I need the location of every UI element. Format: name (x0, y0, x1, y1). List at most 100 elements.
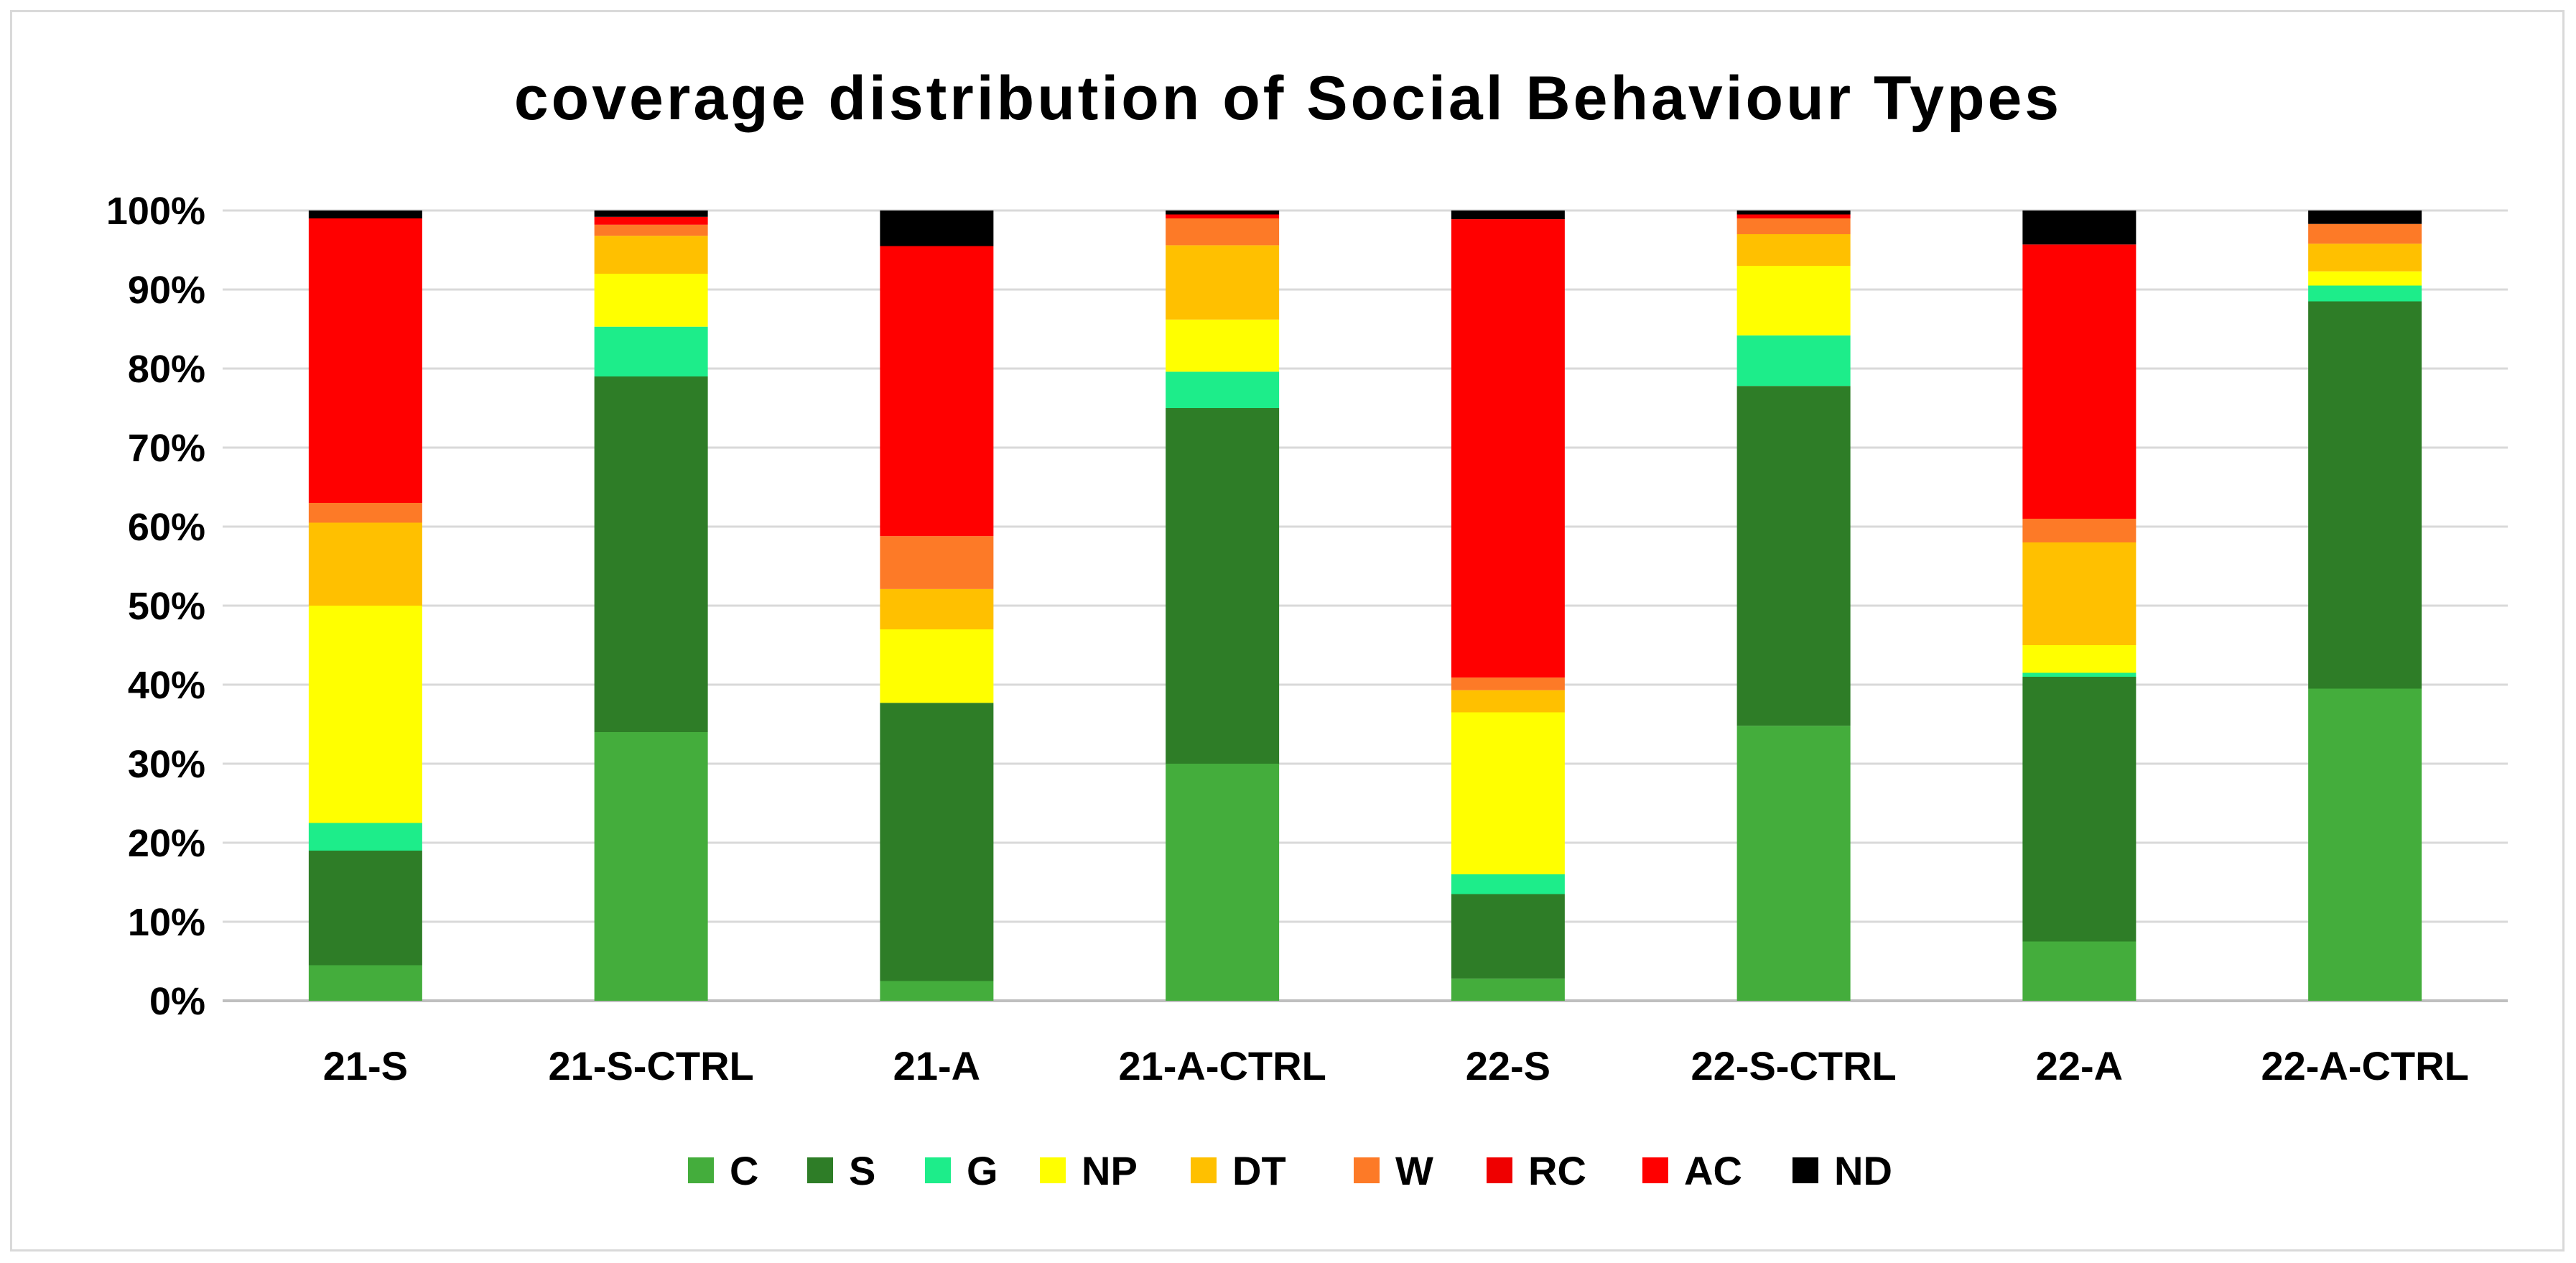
x-tick-label: 22-A-CTRL (2261, 1043, 2468, 1088)
bar-segment-c (2022, 941, 2136, 1001)
x-tick-label: 21-S-CTRL (549, 1043, 754, 1088)
legend-label: ND (1834, 1148, 1892, 1193)
legend-item-s: S (807, 1148, 875, 1193)
bar-segment-ac (1736, 214, 1851, 218)
bar-segment-s (2022, 677, 2136, 942)
bar-segment-np (1736, 266, 1851, 336)
bar-segment-s (2308, 301, 2422, 689)
y-tick-label: 100% (106, 190, 205, 233)
x-tick-label: 22-A (2036, 1043, 2123, 1088)
bar-segment-nd (1166, 210, 1280, 215)
legend-label: AC (1684, 1148, 1742, 1193)
chart-title: coverage distribution of Social Behaviou… (513, 64, 2063, 133)
legend-item-w: W (1354, 1148, 1433, 1193)
legend-swatch (807, 1157, 833, 1183)
bar-segment-c (2308, 688, 2422, 1001)
bar-segment-ac (2022, 244, 2136, 519)
legend-swatch (1642, 1157, 1668, 1183)
bar-segment-nd (2308, 210, 2422, 224)
bar-segment-s (1451, 894, 1565, 979)
bar-segment-nd (2022, 210, 2136, 245)
legend-label: G (967, 1148, 998, 1193)
bar-segment-np (594, 274, 708, 327)
bar-segment-c (308, 965, 422, 1001)
bar-segment-nd (1736, 210, 1851, 215)
bar-segment-dt (2308, 244, 2422, 272)
x-tick-label: 21-S (323, 1043, 408, 1088)
legend-swatch (1487, 1157, 1512, 1183)
y-tick-label: 20% (128, 822, 205, 865)
bar-segment-dt (1166, 245, 1280, 320)
bar-segment-s (1166, 408, 1280, 764)
y-tick-label: 80% (128, 348, 205, 391)
bar-segment-nd (594, 210, 708, 217)
bar-segment-w (2308, 223, 2422, 244)
legend-label: S (849, 1148, 875, 1193)
y-tick-label: 70% (128, 427, 205, 470)
x-tick-label: 21-A-CTRL (1118, 1043, 1326, 1088)
bar-segment-np (880, 629, 994, 703)
legend-item-nd: ND (1792, 1148, 1892, 1193)
bar-segment-np (2308, 271, 2422, 286)
bar-segment-np (1166, 319, 1280, 372)
bar-segment-s (308, 851, 422, 966)
legend-item-np: NP (1040, 1148, 1138, 1193)
bar-segment-nd (880, 210, 994, 246)
y-tick-label: 60% (128, 506, 205, 549)
bar-stack-22-s (1451, 210, 1565, 1001)
bar-stack-22-a-ctrl (2308, 210, 2422, 1001)
bar-segment-c (1166, 764, 1280, 1001)
legend-label: C (730, 1148, 758, 1193)
bar-segment-s (880, 703, 994, 981)
x-tick-label: 22-S (1466, 1043, 1550, 1088)
bar-segment-nd (1451, 210, 1565, 220)
bar-segment-dt (1451, 690, 1565, 713)
bar-segment-w (1166, 218, 1280, 246)
legend-swatch (925, 1157, 951, 1183)
bar-stack-21-a (880, 210, 994, 1001)
bar-segment-dt (1736, 234, 1851, 266)
bars (308, 210, 2422, 1001)
legend-swatch (688, 1157, 714, 1183)
bar-segment-s (1736, 386, 1851, 726)
bar-segment-g (1451, 874, 1565, 894)
y-tick-label: 40% (128, 664, 205, 707)
bar-segment-g (594, 326, 708, 376)
y-axis: 0% 10% 20% 30% 40% 50% 60% 70% 80% 90% 100% (106, 190, 205, 1023)
legend-swatch (1191, 1157, 1217, 1183)
bar-segment-w (594, 224, 708, 236)
legend-item-c: C (688, 1148, 758, 1193)
gridlines (223, 209, 2508, 1002)
bar-segment-g (1736, 335, 1851, 387)
bar-segment-np (308, 606, 422, 823)
bar-segment-g (2022, 672, 2136, 677)
bar-segment-np (2022, 645, 2136, 673)
bar-segment-ac (308, 218, 422, 503)
bar-segment-dt (594, 236, 708, 274)
bar-segment-g (2308, 285, 2422, 302)
legend-swatch (1792, 1157, 1818, 1183)
legend-label: W (1395, 1148, 1433, 1193)
y-tick-label: 30% (128, 743, 205, 786)
y-tick-label: 90% (128, 269, 205, 312)
legend: C S G NP DT W RC AC ND (688, 1148, 1892, 1193)
bar-stack-22-s-ctrl (1736, 210, 1851, 1001)
legend-item-g: G (925, 1148, 998, 1193)
legend-item-rc: RC (1487, 1148, 1586, 1193)
legend-swatch (1040, 1157, 1066, 1183)
legend-swatch (1354, 1157, 1380, 1183)
bar-segment-ac (1166, 214, 1280, 218)
bar-stack-22-a (2022, 210, 2136, 1001)
x-tick-label: 22-S-CTRL (1691, 1043, 1897, 1088)
bar-segment-nd (308, 210, 422, 218)
bar-segment-ac (594, 216, 708, 225)
legend-label: NP (1082, 1148, 1138, 1193)
bar-segment-ac (1451, 219, 1565, 678)
bar-segment-g (308, 823, 422, 851)
bar-segment-w (308, 503, 422, 523)
bar-segment-g (1166, 371, 1280, 408)
bar-segment-dt (2022, 542, 2136, 645)
bar-segment-w (1736, 218, 1851, 234)
bar-segment-c (594, 732, 708, 1001)
bar-stack-21-s-ctrl (594, 210, 708, 1001)
